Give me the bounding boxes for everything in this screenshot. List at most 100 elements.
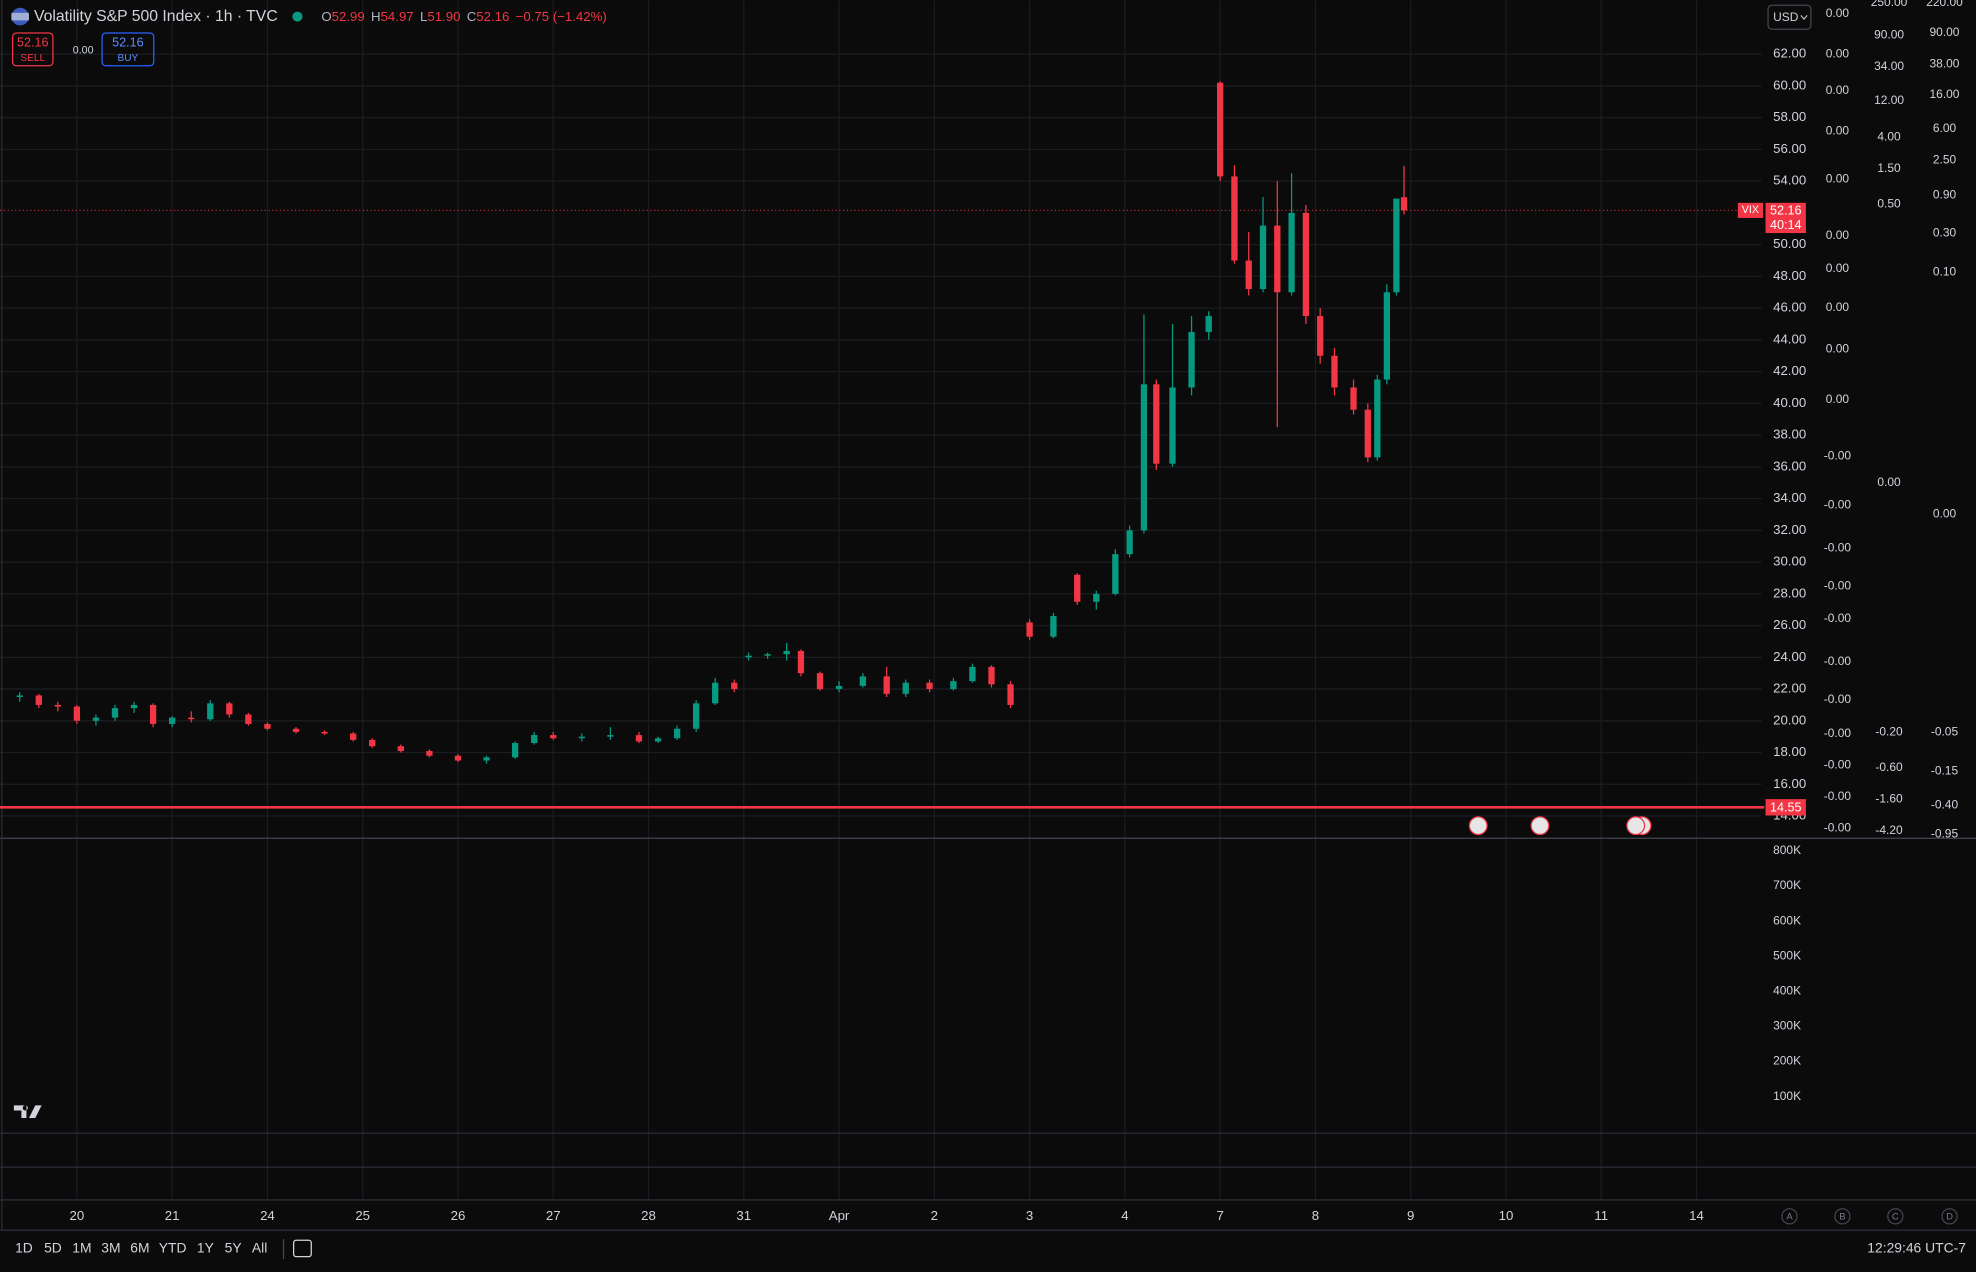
y-tick-label: 22.00 [1773,681,1806,696]
scale-button[interactable] [1781,1208,1798,1225]
indicator-scale-label: -0.00 [1824,654,1852,668]
period-button[interactable]: 5D [44,1240,62,1256]
sell-button[interactable] [11,32,54,67]
y-tick-label: 30.00 [1773,554,1806,569]
x-tick-label: 10 [1499,1208,1514,1223]
scale-button[interactable] [1941,1208,1958,1225]
period-button[interactable]: 5Y [225,1240,242,1256]
x-tick-label: 21 [165,1208,180,1223]
x-tick-label: 2 [931,1208,938,1223]
y-tick-label: 24.00 [1773,649,1806,664]
y-tick-label: 44.00 [1773,331,1806,346]
ohlc-label: H [371,9,381,24]
spread: 0.00 [73,44,94,56]
period-button[interactable]: 6M [130,1240,149,1256]
scale-button[interactable] [1887,1208,1904,1225]
candle-body [1350,387,1357,410]
y-tick-label: 18.00 [1773,744,1806,759]
candle-body [1302,212,1310,317]
indicator-scale-label: 0.00 [1877,475,1901,489]
x-tick-label: 14 [1689,1208,1704,1223]
ohlc: O52.99 H54.97 L51.90 C52.16 −0.75 (−1.42%) [321,9,606,24]
event-flag[interactable] [1468,816,1488,836]
indicator-scale-label: 1.50 [1877,161,1901,175]
flag-stripes [11,12,29,21]
y-tick-label: 26.00 [1773,617,1806,632]
y-tick-label: 54.00 [1773,173,1806,188]
candle-body [92,717,100,721]
indicator-scale-label: -0.00 [1824,726,1852,740]
indicator-scale-label: -0.00 [1824,449,1852,463]
y-tick-label: 58.00 [1773,109,1806,124]
indicator-scale-label: 0.00 [1826,123,1850,137]
candle-body [1288,212,1295,293]
market-status[interactable] [292,11,303,22]
candle-body [926,682,933,690]
period-button[interactable]: 1Y [197,1240,214,1256]
x-tick-label: 24 [260,1208,275,1223]
candle-body [426,750,433,756]
x-tick-label: 27 [546,1208,561,1223]
indicator-scale-label: 90.00 [1874,28,1904,42]
candle-body [1205,316,1212,332]
logo[interactable] [13,1105,42,1119]
period-button[interactable]: 3M [101,1240,120,1256]
candle-body [1007,684,1014,705]
y-tick-label: 50.00 [1773,236,1806,251]
ohlc-value: 54.97 [381,9,414,24]
period-button[interactable]: All [252,1240,267,1256]
candle-body [693,703,700,729]
axes: 14.0016.0018.0020.0022.0024.0026.0028.00… [0,0,1963,1223]
indicator-scale-label: 0.00 [1826,300,1850,314]
candle-body [35,695,42,705]
indicator-scale-label: 2.50 [1933,152,1957,166]
candle-body [1364,409,1371,458]
candle-body [207,703,214,720]
last-price-tag [1765,202,1806,234]
y-tick-label: 36.00 [1773,458,1806,473]
volume-tick-label: 300K [1773,1019,1801,1033]
event-flag[interactable] [1626,816,1646,836]
x-tick-label: 8 [1312,1208,1319,1223]
candle-body [1112,554,1119,594]
buy-price: 52.16 [112,35,144,49]
volume-tick-label: 200K [1773,1054,1801,1068]
countdown: 40:14 [1770,218,1802,232]
candle-body [902,682,909,694]
indicator-scale-label: -0.00 [1824,578,1852,592]
indicator-scale-label: -0.00 [1824,757,1852,771]
indicator-scale-label: 0.00 [1826,47,1850,61]
currency-button[interactable] [1767,4,1812,30]
candle-body [783,650,790,655]
candle-body [1393,198,1400,293]
candle-body [1374,379,1381,458]
ohlc-change: −0.75 (−1.42%) [516,9,607,24]
indicator-scale-label: -0.40 [1931,798,1959,812]
buy-button[interactable] [101,32,155,67]
symbol-title[interactable]: Volatility S&P 500 Index · 1h · TVC [34,8,278,25]
scale-button[interactable] [1834,1208,1851,1225]
x-tick-label: 9 [1407,1208,1414,1223]
volume-tick-label: 500K [1773,948,1801,962]
indicator-scale-label: 250.00 [1871,0,1908,9]
candle-body [511,743,519,758]
y-tick-label: 32.00 [1773,522,1806,537]
candle-body [454,755,462,761]
period-button[interactable]: 1D [15,1240,33,1256]
period-button[interactable]: 1M [72,1240,91,1256]
x-tick-label: 7 [1216,1208,1223,1223]
event-flag[interactable] [1530,816,1550,836]
candle-body [731,682,738,690]
clock: 12:29:46 UTC-7 [1867,1240,1966,1256]
volume-tick-label: 400K [1773,984,1801,998]
period-button[interactable]: YTD [159,1240,187,1256]
indicator-scale-label: -1.60 [1875,791,1903,805]
toolbar: A B C D 1D 5D 1M 3M 6M YTD 1Y 5Y All [15,1208,1958,1256]
candle-body [1400,197,1408,211]
candle-body [245,714,252,724]
date-range-button[interactable] [292,1239,312,1258]
ohlc-value: 52.99 [332,9,365,24]
candle-body [816,673,824,690]
